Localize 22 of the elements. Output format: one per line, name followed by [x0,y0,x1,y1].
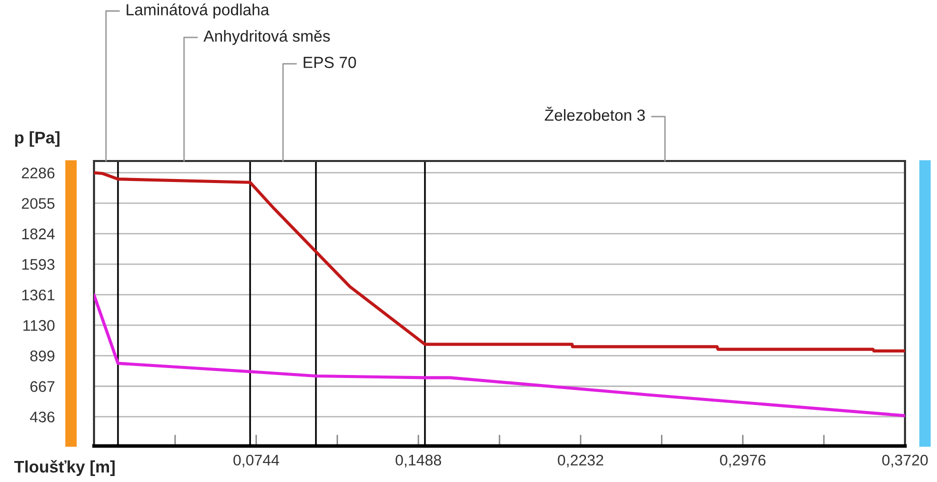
y-tick-label: 2286 [22,168,54,178]
y-tick-label: 899 [30,350,54,362]
x-axis-title: Tloušťky [m] [14,460,115,476]
y-tick-label: 1593 [22,259,54,270]
y-tick-label: 667 [30,381,54,392]
y-tick-label: 2055 [22,198,54,209]
y-tick-label: 1824 [22,228,55,240]
line-series [94,293,905,418]
y-axis-title: p [Pa] [15,131,60,147]
line-series [94,171,905,352]
x-tick-label: 0,2976 [720,454,766,468]
x-tick-label: 0,0744 [233,454,280,468]
y-tick-label: 1130 [23,320,55,331]
text: Laminátová podlaha [126,3,270,19]
x-tick-label: 0,3720 [882,454,928,468]
y-tick-label: 436 [30,412,54,422]
x-tick-label: 0,2232 [558,454,604,468]
text: Železobeton 3 [544,106,645,121]
text: EPS 70 [304,56,356,68]
text: Anhydritová směs [204,30,330,45]
y-tick-label: 1361 [22,290,54,300]
x-tick-label: 0,1488 [396,454,442,468]
